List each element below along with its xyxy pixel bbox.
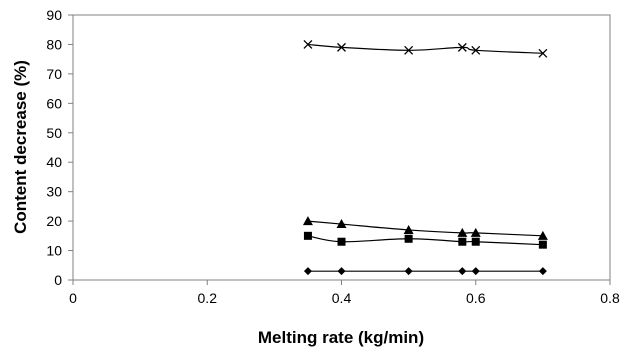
data-point-triangle [336,219,347,229]
x-axis-title: Melting rate (kg/min) [258,328,424,347]
y-tick-label: 90 [46,7,62,23]
y-tick-label: 0 [54,272,62,288]
y-axis-ticks: 0 10 20 30 40 50 60 70 80 90 [46,7,73,288]
data-point-square [471,237,480,246]
data-point-triangle [457,227,468,237]
y-axis-title: Content decrease (%) [11,60,30,234]
data-point-cross [404,45,414,55]
data-point-triangle [403,224,414,234]
data-point-cross [303,39,313,49]
data-point-square [458,237,467,246]
data-point-diamond [404,267,413,276]
y-tick-label: 40 [46,154,62,170]
series-markers [302,39,548,276]
data-point-diamond [538,267,547,276]
y-tick-label: 10 [46,243,62,259]
data-point-cross [538,48,548,58]
y-tick-label: 80 [46,36,62,52]
y-tick-label: 20 [46,213,62,229]
data-point-diamond [471,267,480,276]
data-point-square [337,237,346,246]
plot-area [72,14,611,281]
data-point-triangle [537,230,548,240]
x-tick-label: 0.6 [466,290,486,306]
x-axis-ticks: 0 0.2 0.4 0.6 0.8 [69,280,620,306]
y-tick-label: 70 [46,66,62,82]
data-point-cross [471,45,481,55]
y-tick-label: 50 [46,125,62,141]
data-point-square [538,240,547,249]
data-point-diamond [337,267,346,276]
data-point-cross [337,42,346,52]
data-point-square [404,234,413,243]
data-point-triangle [470,227,481,237]
x-tick-label: 0.8 [600,290,620,306]
x-tick-label: 0.2 [198,290,218,306]
x-tick-label: 0.4 [332,290,352,306]
y-tick-label: 30 [46,184,62,200]
x-tick-label: 0 [69,290,77,306]
data-point-diamond [458,267,467,276]
series-line-cross [307,43,543,54]
data-point-square [303,231,312,240]
data-point-triangle [302,216,313,226]
data-point-diamond [303,267,312,276]
data-point-cross [457,42,467,52]
y-tick-label: 60 [46,95,62,111]
